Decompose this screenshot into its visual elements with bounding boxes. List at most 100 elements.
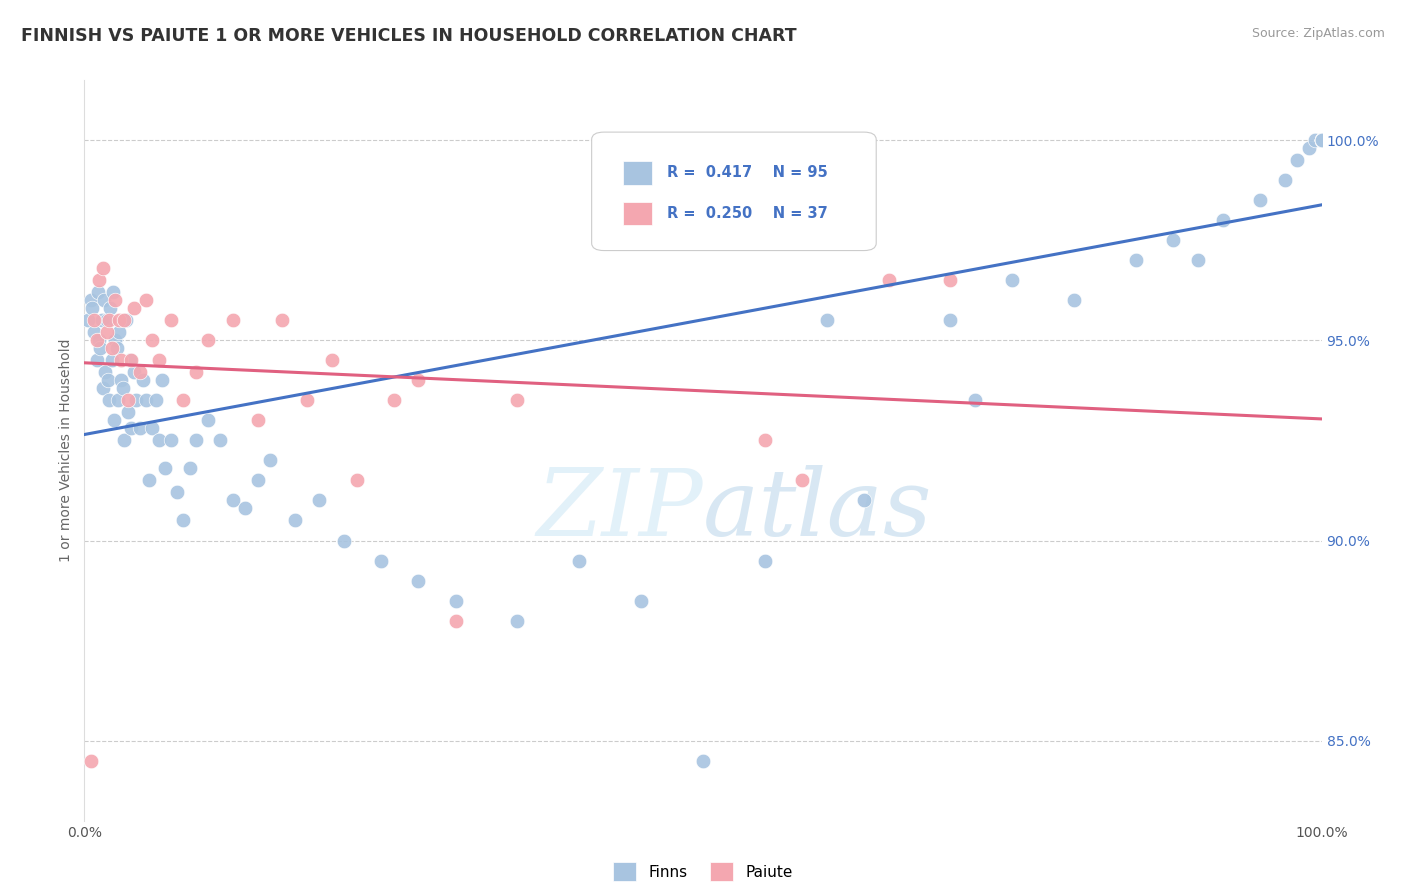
Point [184,434,207,448]
Point [129,421,152,435]
Point [166,485,188,500]
Point [1310,133,1333,147]
Point [90,313,112,327]
Point [117,393,139,408]
Point [98,313,121,327]
Point [96,326,118,340]
Point [100,342,122,356]
Point [89,342,111,356]
Point [1310,133,1333,147]
Point [100,353,122,368]
Point [284,514,307,528]
FancyBboxPatch shape [623,161,652,185]
Point [222,493,245,508]
Point [1249,194,1271,208]
Point [346,474,368,488]
Legend: Finns, Paiute: Finns, Paiute [607,856,799,887]
Point [105,342,128,356]
Point [1310,133,1333,147]
Point [1310,133,1333,147]
Point [1187,253,1209,268]
Point [1310,133,1333,147]
Point [308,493,330,508]
Point [965,393,987,408]
Point [83,326,105,340]
Point [172,393,194,408]
Point [271,313,294,327]
Point [138,474,160,488]
Point [122,366,145,380]
Point [1310,133,1333,147]
Point [1310,133,1333,147]
Point [197,334,219,348]
FancyBboxPatch shape [592,132,876,251]
Point [77,313,100,327]
Point [145,393,167,408]
Point [222,313,245,327]
Point [135,293,157,308]
Point [117,405,139,419]
Point [1310,133,1333,147]
Point [98,301,121,316]
Point [408,373,430,387]
Point [86,353,108,368]
Point [209,434,232,448]
Text: ZIP: ZIP [536,465,703,555]
Point [108,326,131,340]
Point [111,381,134,395]
Point [141,334,163,348]
Point [1285,153,1308,168]
Point [295,393,318,408]
Point [506,614,529,628]
Point [1310,133,1333,147]
Point [89,334,111,348]
Point [382,393,405,408]
Point [131,373,153,387]
Point [97,373,120,387]
Point [630,593,652,607]
Point [1298,141,1320,155]
Point [135,393,157,408]
Point [939,313,962,327]
Point [120,353,142,368]
Point [1161,233,1184,247]
Y-axis label: 1 or more Vehicles in Household: 1 or more Vehicles in Household [59,339,73,562]
Point [89,273,111,287]
Point [1310,133,1333,147]
Point [852,493,875,508]
Point [104,334,127,348]
Point [148,434,170,448]
Point [815,313,838,327]
Point [1310,133,1333,147]
Point [1310,133,1333,147]
Point [103,413,125,427]
Point [1310,133,1333,147]
Point [692,754,714,768]
Point [98,393,121,408]
Point [101,285,124,300]
Point [790,474,813,488]
Point [108,313,131,327]
Point [79,754,101,768]
Text: R =  0.250    N = 37: R = 0.250 N = 37 [666,206,828,221]
Point [444,593,467,607]
Point [129,366,152,380]
Point [120,353,142,368]
Point [93,293,115,308]
Point [96,313,118,327]
Point [321,353,343,368]
Point [115,313,138,327]
Point [86,334,108,348]
Point [141,421,163,435]
Point [754,553,776,567]
Point [153,461,176,475]
Point [107,393,129,408]
Point [1310,133,1333,147]
Point [112,313,135,327]
Point [1001,273,1024,287]
Point [160,313,183,327]
Point [110,353,132,368]
Point [568,553,591,567]
Text: atlas: atlas [703,465,932,555]
Point [1310,133,1333,147]
